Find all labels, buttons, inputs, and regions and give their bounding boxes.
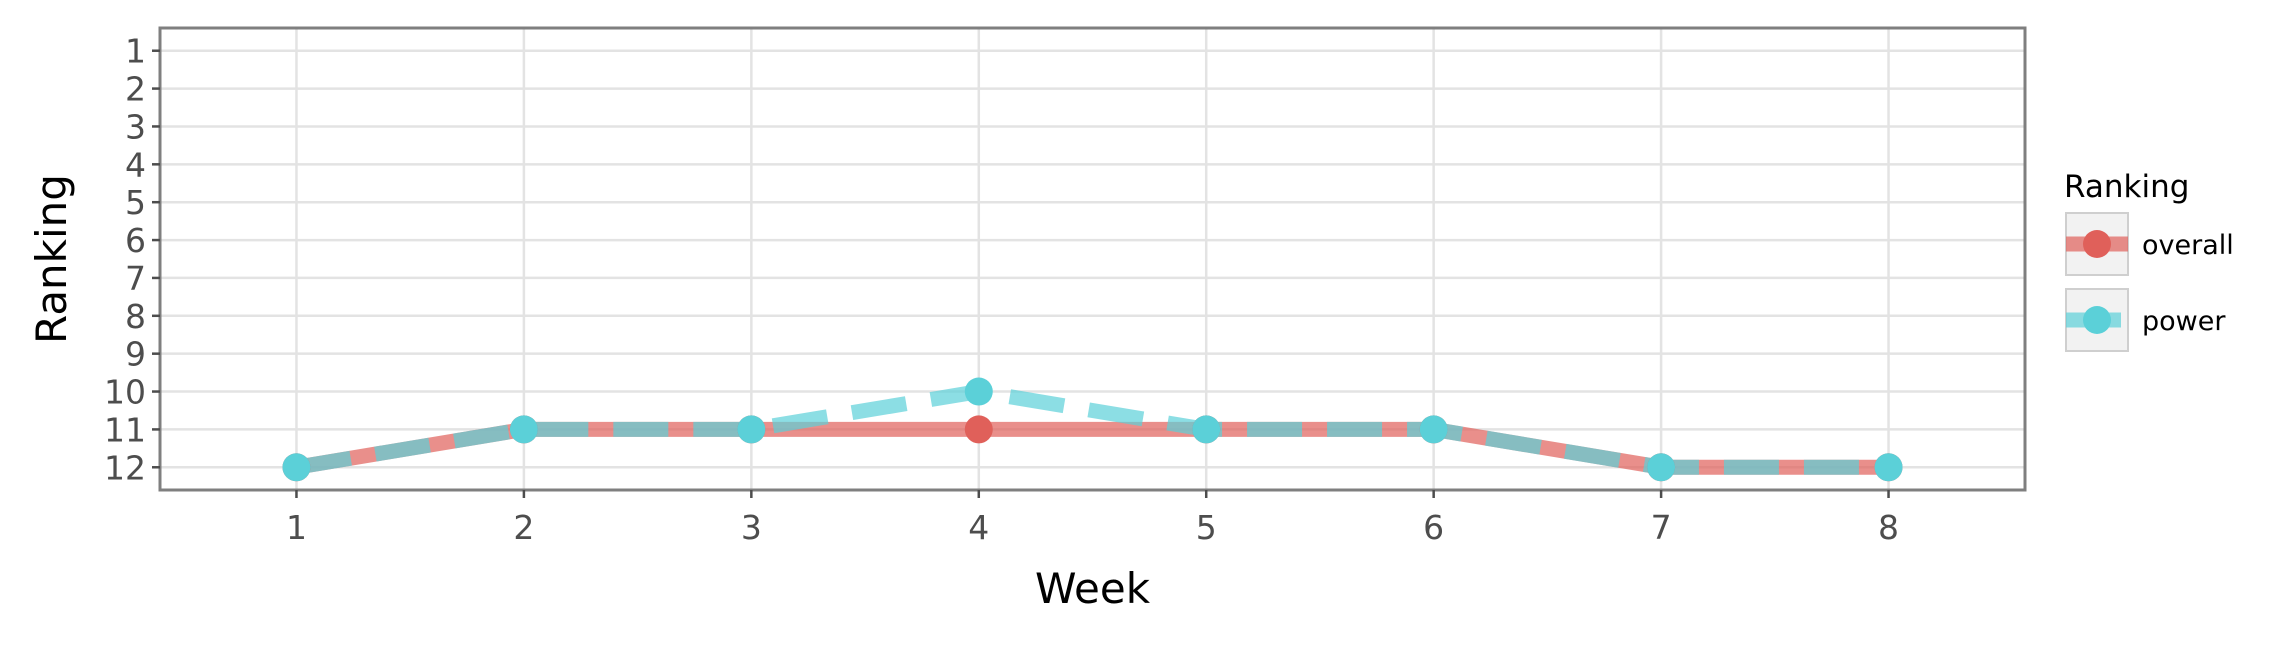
x-tick-label: 5	[1196, 508, 1217, 547]
series-group	[282, 377, 1903, 482]
y-tick-label: 9	[125, 335, 146, 374]
x-tick-label: 7	[1651, 508, 1672, 547]
data-point-power	[1192, 415, 1221, 444]
series-lines	[295, 384, 1889, 475]
series-points	[282, 377, 1903, 482]
data-point-power	[737, 415, 766, 444]
y-tick-label: 6	[125, 221, 146, 260]
x-tick-label: 2	[513, 508, 534, 547]
x-tick-label: 6	[1423, 508, 1444, 547]
data-point-overall	[964, 415, 993, 444]
legend-point-overall	[2083, 230, 2111, 258]
y-tick-label: 7	[125, 259, 146, 298]
y-tick-label: 5	[125, 183, 146, 222]
x-axis-ticks: 1 2 3 4 5 6 7 8	[286, 490, 1899, 547]
y-tick-label: 12	[104, 448, 146, 487]
data-point-power	[1874, 453, 1903, 482]
data-point-power	[964, 377, 993, 406]
y-tick-label: 2	[125, 70, 146, 109]
data-point-power	[1647, 453, 1676, 482]
y-tick-label: 8	[125, 297, 146, 336]
y-axis-label: Ranking	[27, 174, 76, 344]
x-tick-label: 1	[286, 508, 307, 547]
series-line-power	[295, 384, 1889, 475]
data-point-power	[282, 453, 311, 482]
plot-panel-border	[158, 26, 2027, 492]
y-tick-label: 4	[125, 145, 146, 184]
x-tick-label: 3	[741, 508, 762, 547]
x-tick-label: 4	[968, 508, 989, 547]
y-tick-label: 11	[104, 410, 146, 449]
y-tick-label: 10	[104, 373, 146, 412]
legend-label-power: power	[2142, 306, 2226, 337]
legend-label-overall: overall	[2142, 230, 2234, 261]
x-tick-label: 8	[1878, 508, 1899, 547]
grid	[160, 28, 2025, 490]
legend-point-power	[2083, 306, 2111, 334]
y-tick-label: 1	[125, 32, 146, 71]
y-tick-label: 3	[125, 107, 146, 146]
data-point-power	[1419, 415, 1448, 444]
legend-title: Ranking	[2064, 169, 2189, 205]
legend: Ranking overall power	[2064, 169, 2234, 352]
legend-items: overall power	[2065, 212, 2234, 352]
data-point-power	[509, 415, 538, 444]
x-axis-label: Week	[1035, 564, 1151, 613]
